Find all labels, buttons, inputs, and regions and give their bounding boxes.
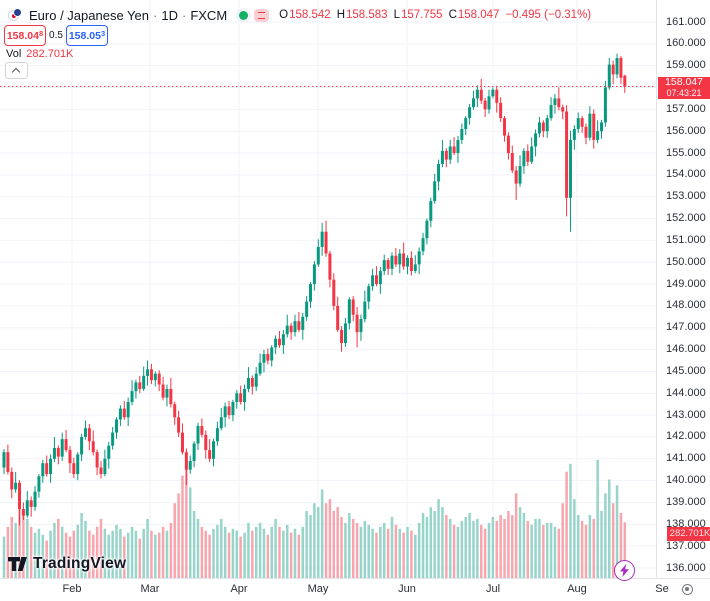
price-tick-label: 155.000 bbox=[666, 146, 706, 159]
time-tick-label: Se bbox=[655, 583, 669, 595]
price-tick-label: 161.000 bbox=[666, 15, 706, 28]
time-scale[interactable]: Feb Mar Apr May Jun Jul Aug Se bbox=[0, 578, 710, 601]
symbol-title[interactable]: Euro / Japanese Yen · 1D · FXCM bbox=[29, 7, 228, 23]
candles-series bbox=[2, 53, 627, 526]
scale-settings-icon[interactable] bbox=[682, 584, 693, 595]
price-tick-label: 153.000 bbox=[666, 190, 706, 203]
price-tick-label: 152.000 bbox=[666, 212, 706, 225]
legend-status-toggle[interactable] bbox=[239, 8, 270, 22]
bar-countdown: 07:43:21 bbox=[666, 87, 702, 98]
volume-current-value: 282.701K bbox=[26, 48, 74, 60]
price-tick-label: 154.000 bbox=[666, 168, 706, 181]
tradingview-logo-text: TradingView bbox=[33, 555, 127, 572]
price-tick-label: 138.000 bbox=[666, 517, 706, 530]
price-scale[interactable]: 158.047 07:43:21 282.701K 136.000 137.000… bbox=[656, 0, 710, 578]
price-tick-label: 142.000 bbox=[666, 430, 706, 443]
price-tick-label: 159.000 bbox=[666, 59, 706, 72]
volume-label: Vol bbox=[6, 48, 22, 60]
buy-button[interactable]: 158.05 3 bbox=[66, 25, 108, 46]
sell-button[interactable]: 158.04 8 bbox=[4, 25, 46, 46]
trade-panel: 158.04 8 0.5 158.05 3 bbox=[4, 25, 108, 46]
equals-badge-icon bbox=[254, 8, 270, 22]
time-tick-label: Apr bbox=[230, 583, 248, 595]
collapse-legend-button[interactable] bbox=[5, 62, 28, 79]
market-open-dot-icon bbox=[239, 10, 249, 20]
price-tick-label: 136.000 bbox=[666, 561, 706, 574]
candlestick-chart[interactable] bbox=[0, 0, 656, 578]
price-tick-label: 145.000 bbox=[666, 364, 706, 377]
price-tick-label: 144.000 bbox=[666, 386, 706, 399]
spread-value: 0.5 bbox=[49, 30, 63, 41]
time-tick-label: Jun bbox=[398, 583, 416, 595]
open-value: 158.542 bbox=[289, 9, 331, 21]
price-tick-label: 146.000 bbox=[666, 343, 706, 356]
high-value: 158.583 bbox=[346, 9, 388, 21]
price-tick-label: 140.000 bbox=[666, 474, 706, 487]
current-price-tag: 158.047 07:43:21 bbox=[658, 76, 710, 99]
symbol-pair-icon bbox=[8, 8, 22, 22]
tradingview-mark-icon bbox=[8, 557, 27, 571]
instant-trading-button[interactable] bbox=[614, 560, 635, 581]
low-value: 157.755 bbox=[400, 9, 443, 21]
tradingview-logo[interactable]: TradingView bbox=[8, 555, 126, 573]
price-tick-label: 156.000 bbox=[666, 124, 706, 137]
price-tick-label: 150.000 bbox=[666, 255, 706, 268]
price-tick-label: 157.000 bbox=[666, 102, 706, 115]
lightning-bolt-icon bbox=[620, 564, 629, 577]
price-tick-label: 149.000 bbox=[666, 277, 706, 290]
time-tick-label: Jul bbox=[485, 583, 501, 595]
price-tick-label: 141.000 bbox=[666, 452, 706, 465]
chevron-up-icon bbox=[11, 67, 20, 76]
time-tick-label: Feb bbox=[62, 583, 82, 595]
volume-value-tag: 282.701K bbox=[667, 527, 710, 541]
interval-label: 1D bbox=[161, 7, 178, 23]
price-tick-label: 137.000 bbox=[666, 539, 706, 552]
chart-legend: Euro / Japanese Yen · 1D · FXCM O158.542 H15… bbox=[8, 7, 591, 23]
exchange-label: FXCM bbox=[190, 7, 228, 23]
price-tick-label: 143.000 bbox=[666, 408, 706, 421]
time-tick-label: May bbox=[307, 583, 329, 595]
close-value: 158.047 bbox=[457, 9, 500, 21]
price-tick-label: 148.000 bbox=[666, 299, 706, 312]
price-tick-label: 147.000 bbox=[666, 321, 706, 334]
time-tick-label: Mar bbox=[140, 583, 160, 595]
time-tick-label: Aug bbox=[567, 583, 587, 595]
volume-study-legend: Vol 282.701K bbox=[6, 48, 73, 60]
ohlc-readout: O158.542 H158.583 L157.755 C158.047 −0.4… bbox=[279, 9, 592, 21]
price-tick-label: 160.000 bbox=[666, 37, 706, 50]
volume-bars bbox=[2, 459, 627, 578]
change-value: −0.495 (−0.31%) bbox=[505, 9, 592, 21]
price-tick-label: 151.000 bbox=[666, 233, 706, 246]
current-price-value: 158.047 bbox=[665, 76, 703, 88]
price-tick-label: 139.000 bbox=[666, 495, 706, 508]
